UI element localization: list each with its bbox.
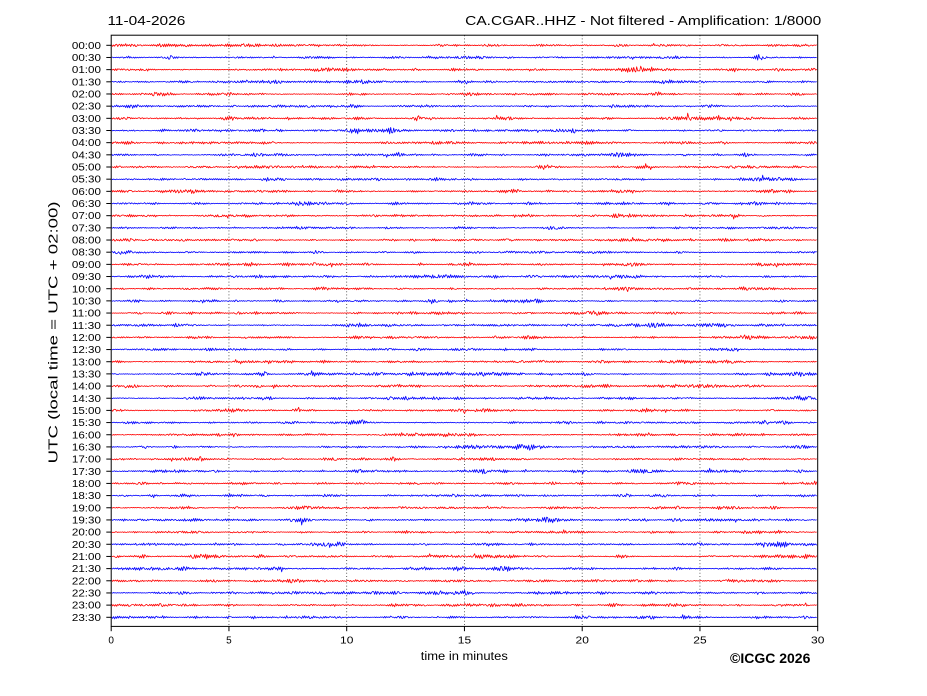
svg-text:10:30: 10:30 [72,296,102,307]
svg-text:09:30: 09:30 [72,272,102,283]
svg-text:12:30: 12:30 [72,345,102,356]
svg-text:22:00: 22:00 [72,576,102,587]
svg-text:21:00: 21:00 [72,552,102,563]
svg-text:06:30: 06:30 [72,199,102,210]
svg-text:UTC (local time = UTC + 02:00): UTC (local time = UTC + 02:00) [46,201,61,463]
svg-text:14:00: 14:00 [72,382,102,393]
svg-text:01:00: 01:00 [72,65,102,76]
svg-text:16:00: 16:00 [72,430,102,441]
svg-text:04:00: 04:00 [72,138,102,149]
svg-text:15:00: 15:00 [72,406,102,417]
svg-text:07:30: 07:30 [72,223,102,234]
svg-text:10: 10 [340,636,354,647]
svg-text:06:00: 06:00 [72,187,102,198]
svg-text:07:00: 07:00 [72,211,102,222]
svg-text:18:00: 18:00 [72,479,102,490]
svg-text:08:00: 08:00 [72,236,102,247]
svg-text:19:00: 19:00 [72,503,102,514]
svg-text:time in minutes: time in minutes [421,649,508,663]
svg-text:23:00: 23:00 [72,601,102,612]
svg-text:30: 30 [811,636,825,647]
svg-text:11-04-2026: 11-04-2026 [108,13,186,28]
svg-text:19:30: 19:30 [72,515,102,526]
svg-text:21:30: 21:30 [72,564,102,575]
svg-text:02:30: 02:30 [72,102,102,113]
svg-text:11:30: 11:30 [72,321,102,332]
svg-text:25: 25 [693,636,707,647]
svg-text:22:30: 22:30 [72,589,102,600]
svg-text:0: 0 [108,636,114,647]
svg-text:CA.CGAR..HHZ - Not filtered -: CA.CGAR..HHZ - Not filtered - Amplificat… [465,13,821,28]
svg-text:20:30: 20:30 [72,540,102,551]
svg-text:20:00: 20:00 [72,528,102,539]
svg-text:14:30: 14:30 [72,394,102,405]
svg-text:04:30: 04:30 [72,150,102,161]
svg-text:01:30: 01:30 [72,77,102,88]
svg-text:20: 20 [576,636,590,647]
svg-text:©ICGC 2026: ©ICGC 2026 [730,650,811,666]
svg-text:00:00: 00:00 [72,41,102,52]
svg-text:13:30: 13:30 [72,369,102,380]
svg-text:02:00: 02:00 [72,90,102,101]
svg-text:17:00: 17:00 [72,455,102,466]
svg-text:18:30: 18:30 [72,491,102,502]
svg-text:03:30: 03:30 [72,126,102,137]
svg-text:08:30: 08:30 [72,248,102,259]
svg-text:03:00: 03:00 [72,114,102,125]
svg-text:11:00: 11:00 [72,309,102,320]
svg-text:15: 15 [458,636,472,647]
svg-text:13:00: 13:00 [72,357,102,368]
svg-text:10:00: 10:00 [72,284,102,295]
svg-text:15:30: 15:30 [72,418,102,429]
svg-text:09:00: 09:00 [72,260,102,271]
svg-text:23:30: 23:30 [72,613,102,624]
svg-text:12:00: 12:00 [72,333,102,344]
svg-text:00:30: 00:30 [72,53,102,64]
svg-text:05:30: 05:30 [72,175,102,186]
svg-text:16:30: 16:30 [72,442,102,453]
svg-text:05:00: 05:00 [72,163,102,174]
svg-text:5: 5 [226,636,232,647]
svg-text:17:30: 17:30 [72,467,102,478]
